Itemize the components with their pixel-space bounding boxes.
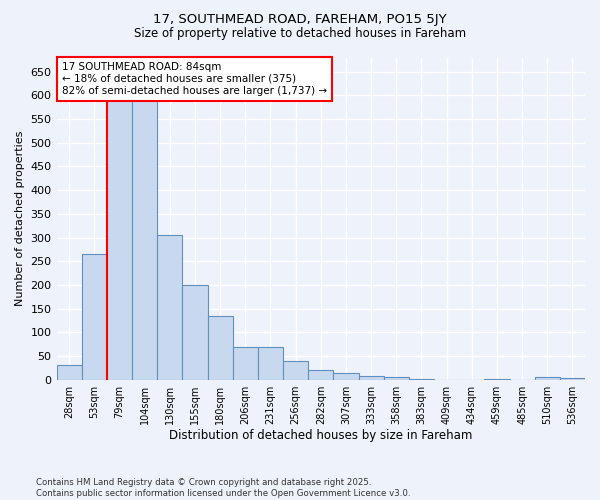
Text: Size of property relative to detached houses in Fareham: Size of property relative to detached ho… xyxy=(134,28,466,40)
Bar xyxy=(283,361,308,380)
Bar xyxy=(107,88,132,380)
Y-axis label: Number of detached properties: Number of detached properties xyxy=(15,131,25,306)
Text: 17, SOUTHMEAD ROAD, FAREHAM, PO15 5JY: 17, SOUTHMEAD ROAD, FAREHAM, PO15 5JY xyxy=(153,12,447,26)
Bar xyxy=(182,285,208,380)
Bar xyxy=(535,378,560,380)
Bar xyxy=(560,378,585,380)
Bar xyxy=(233,348,258,380)
Bar xyxy=(334,372,359,380)
Bar xyxy=(157,235,182,380)
Bar xyxy=(258,348,283,380)
Bar xyxy=(359,376,383,380)
Text: 17 SOUTHMEAD ROAD: 84sqm
← 18% of detached houses are smaller (375)
82% of semi-: 17 SOUTHMEAD ROAD: 84sqm ← 18% of detach… xyxy=(62,62,327,96)
Bar xyxy=(56,366,82,380)
Bar xyxy=(383,378,409,380)
X-axis label: Distribution of detached houses by size in Fareham: Distribution of detached houses by size … xyxy=(169,430,472,442)
Bar xyxy=(208,316,233,380)
Bar xyxy=(82,254,107,380)
Text: Contains HM Land Registry data © Crown copyright and database right 2025.
Contai: Contains HM Land Registry data © Crown c… xyxy=(36,478,410,498)
Bar xyxy=(132,88,157,380)
Bar xyxy=(308,370,334,380)
